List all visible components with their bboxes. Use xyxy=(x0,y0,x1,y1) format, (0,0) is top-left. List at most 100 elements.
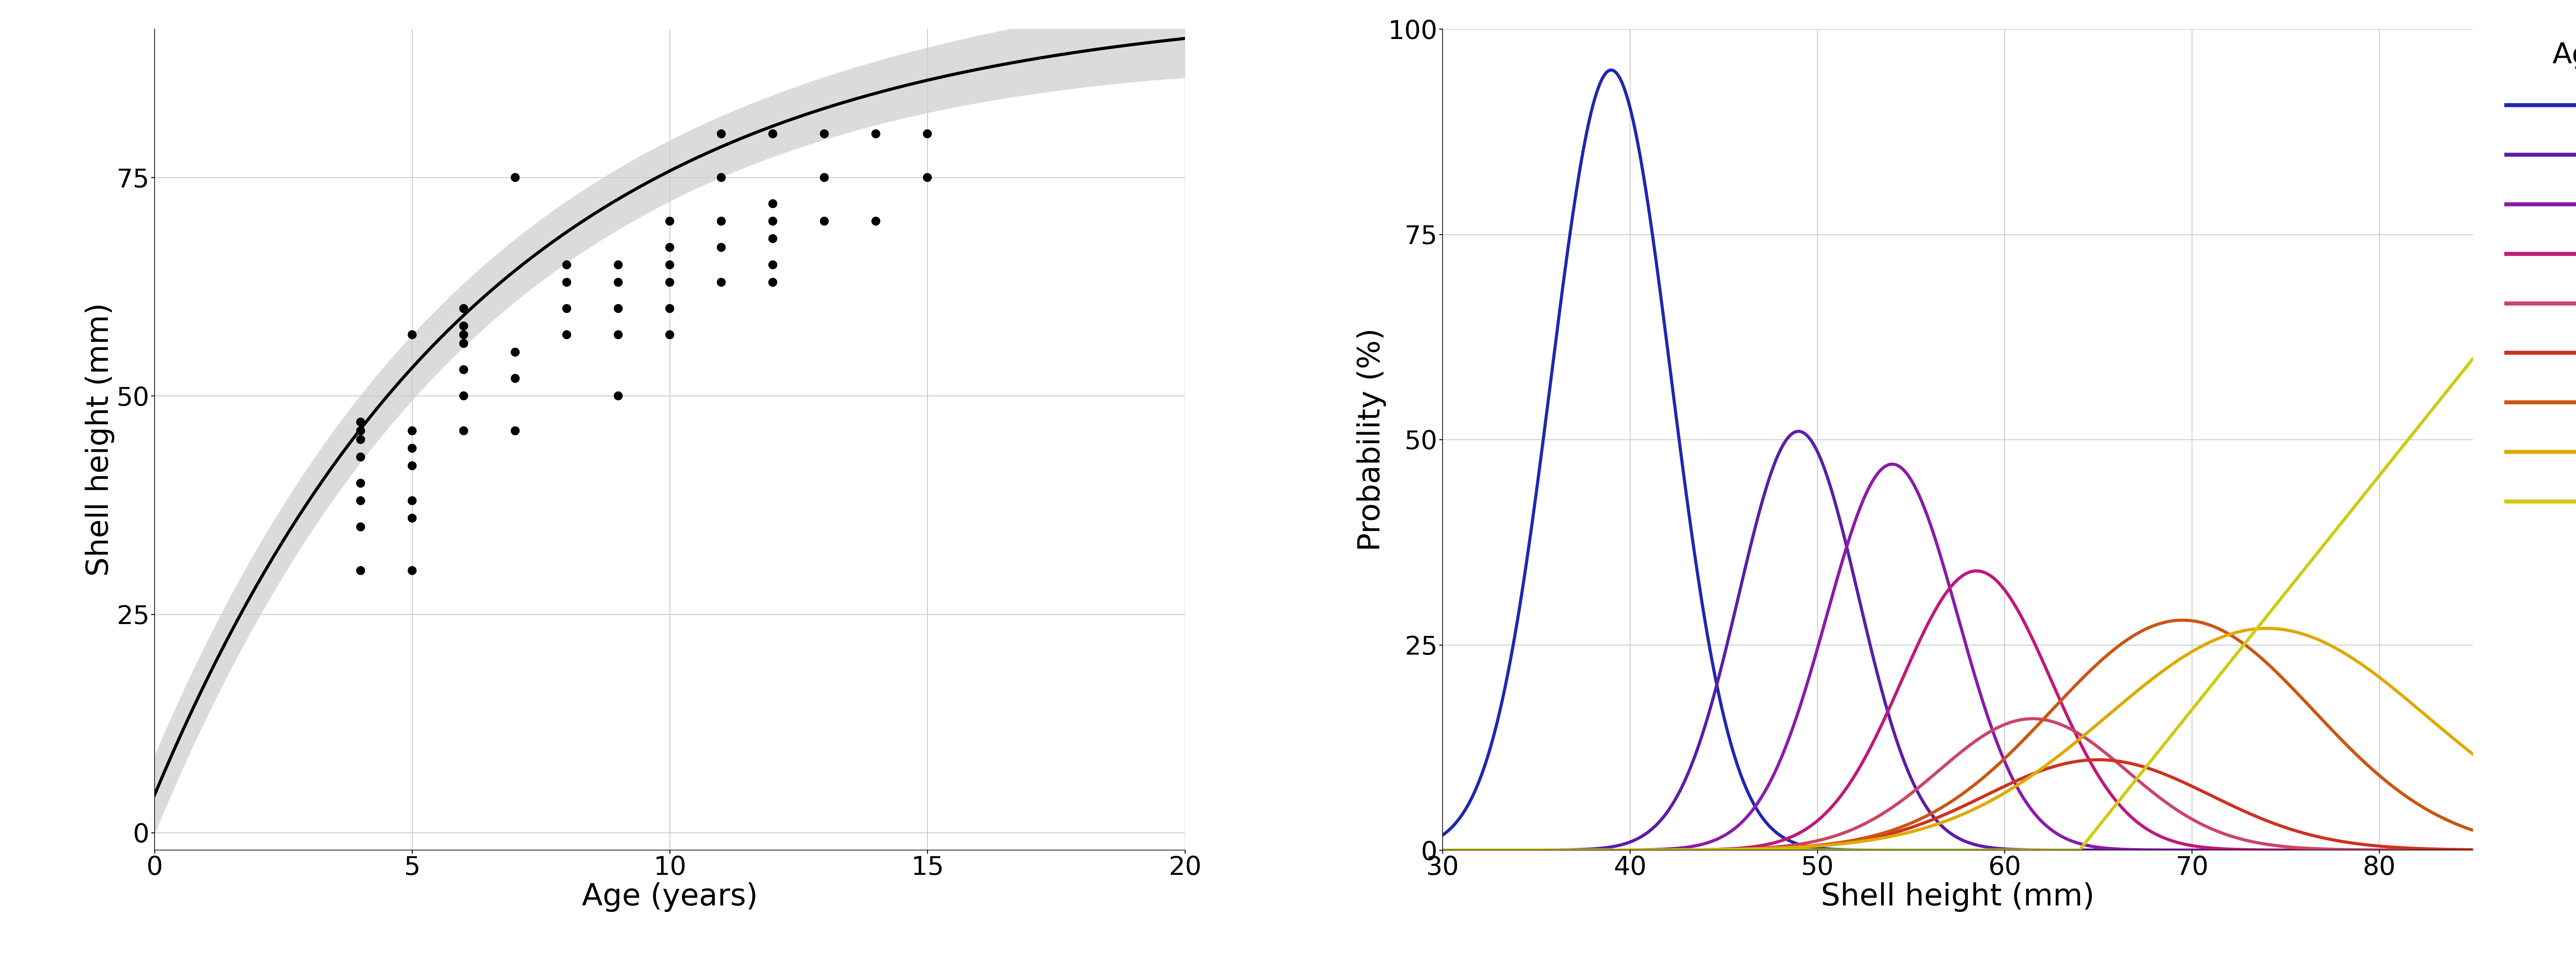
6 xyxy=(2458,844,2488,856)
Point xyxy=(701,127,742,142)
Point xyxy=(598,274,639,290)
Point xyxy=(546,327,587,342)
6 xyxy=(1427,844,1458,856)
9 xyxy=(1427,844,1458,856)
Line: 9: 9 xyxy=(1443,719,2473,850)
11 xyxy=(2427,812,2458,824)
13+ xyxy=(1427,844,1458,856)
Point xyxy=(649,257,690,272)
Point xyxy=(907,170,948,185)
Point xyxy=(495,170,536,185)
Point xyxy=(649,300,690,316)
13+ xyxy=(1479,844,1510,856)
6 xyxy=(2239,844,2269,856)
13+ xyxy=(2458,353,2488,364)
Line: 8: 8 xyxy=(1443,571,2473,850)
10 xyxy=(2427,843,2458,855)
Point xyxy=(392,423,433,439)
Point xyxy=(443,327,484,342)
Point xyxy=(495,423,536,439)
Line: 11: 11 xyxy=(1443,620,2473,850)
Point xyxy=(701,274,742,290)
X-axis label: Shell height (mm): Shell height (mm) xyxy=(1821,882,2094,912)
9 xyxy=(2239,837,2269,848)
Point xyxy=(701,213,742,229)
Point xyxy=(392,458,433,473)
10 xyxy=(2239,810,2269,821)
7 xyxy=(2239,844,2269,856)
Y-axis label: Shell height (mm): Shell height (mm) xyxy=(85,302,113,577)
Point xyxy=(443,362,484,378)
Point xyxy=(392,327,433,342)
Line: 5: 5 xyxy=(1443,71,2473,850)
9 xyxy=(1901,783,1932,795)
5 xyxy=(2427,844,2458,856)
11 xyxy=(2458,824,2488,836)
8 xyxy=(2239,844,2269,856)
Line: 7: 7 xyxy=(1443,465,2473,850)
7 xyxy=(1901,485,1932,497)
10 xyxy=(1927,810,1958,821)
6 xyxy=(2429,844,2460,856)
Point xyxy=(340,493,381,508)
7 xyxy=(1479,844,1510,856)
Point xyxy=(340,519,381,534)
10 xyxy=(2458,844,2488,856)
8 xyxy=(2427,844,2458,856)
13+ xyxy=(1901,844,1932,856)
9 xyxy=(2017,713,2048,724)
13+ xyxy=(2427,390,2458,402)
Point xyxy=(443,423,484,439)
6 xyxy=(1479,844,1510,856)
13+ xyxy=(2239,627,2269,639)
Point xyxy=(804,127,845,142)
Y-axis label: Probability (%): Probability (%) xyxy=(1358,327,1386,552)
Point xyxy=(752,274,793,290)
5 xyxy=(1479,724,1510,736)
12 xyxy=(1479,844,1510,856)
Line: 13+: 13+ xyxy=(1443,358,2473,850)
6 xyxy=(2427,844,2458,856)
9 xyxy=(2429,844,2460,856)
8 xyxy=(2429,844,2460,856)
7 xyxy=(1427,844,1458,856)
Point xyxy=(340,423,381,439)
Point xyxy=(855,213,896,229)
12 xyxy=(1927,816,1958,828)
10 xyxy=(1901,820,1932,832)
Point xyxy=(340,449,381,465)
11 xyxy=(1427,844,1458,856)
11 xyxy=(2429,812,2460,824)
Point xyxy=(443,388,484,404)
11 xyxy=(1901,815,1932,827)
10 xyxy=(1427,844,1458,856)
Point xyxy=(443,300,484,316)
Point xyxy=(443,336,484,352)
11 xyxy=(2239,646,2269,658)
Point xyxy=(804,170,845,185)
Point xyxy=(752,213,793,229)
9 xyxy=(1927,760,1958,772)
8 xyxy=(1901,642,1932,654)
Point xyxy=(701,170,742,185)
Point xyxy=(392,493,433,508)
Point xyxy=(598,388,639,404)
12 xyxy=(2239,623,2269,635)
12 xyxy=(2427,724,2458,736)
12 xyxy=(2458,749,2488,760)
Point xyxy=(752,196,793,212)
10 xyxy=(1479,844,1510,856)
Point xyxy=(392,563,433,579)
7 xyxy=(2458,844,2488,856)
6 xyxy=(1929,822,1960,834)
Point xyxy=(649,240,690,255)
7 xyxy=(2429,844,2460,856)
11 xyxy=(1927,801,1958,812)
10 xyxy=(2429,843,2460,855)
Point xyxy=(495,345,536,360)
7 xyxy=(1875,459,1906,470)
Point xyxy=(804,213,845,229)
5 xyxy=(2458,844,2488,856)
9 xyxy=(2427,844,2458,856)
9 xyxy=(1479,844,1510,856)
